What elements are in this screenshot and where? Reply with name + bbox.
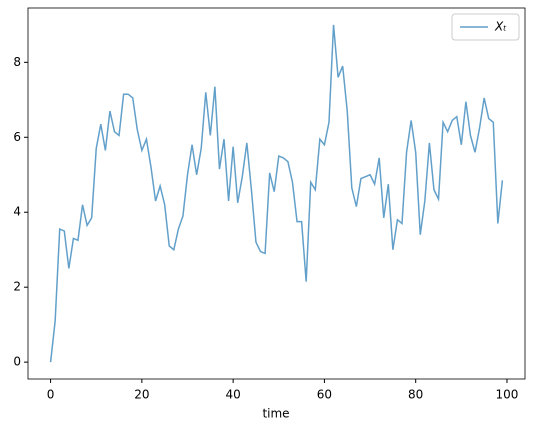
axes-frame xyxy=(27,7,526,380)
x-tick-label: 60 xyxy=(317,388,332,402)
x-tick-label: 80 xyxy=(408,388,423,402)
y-tick-label: 4 xyxy=(13,205,21,219)
y-tick-label: 6 xyxy=(13,130,21,144)
x-tick-label: 100 xyxy=(496,388,519,402)
x-axis-label: time xyxy=(262,407,289,421)
y-tick-label: 0 xyxy=(13,355,21,369)
x-tick-label: 0 xyxy=(47,388,55,402)
y-tick-label: 8 xyxy=(13,55,21,69)
x-tick-label: 20 xyxy=(134,388,149,402)
data-line xyxy=(49,24,504,363)
legend: Xₜ xyxy=(451,13,520,41)
legend-label: Xₜ xyxy=(494,20,507,34)
x-tick-label: 40 xyxy=(226,388,241,402)
y-tick-label: 2 xyxy=(13,280,21,294)
